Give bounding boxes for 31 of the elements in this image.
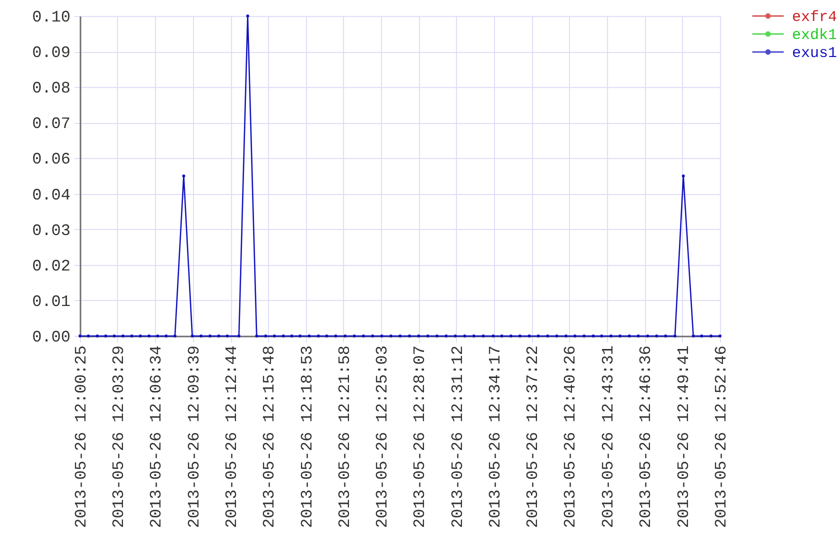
x-tick-label: 2013-05-26 12:25:03 [374, 346, 392, 528]
x-tick-label: 2013-05-26 12:12:44 [223, 346, 242, 528]
x-tick-label: 2013-05-26 12:09:39 [185, 346, 204, 528]
y-tick-label: 0.09 [32, 44, 70, 62]
x-tick-label: 2013-05-26 12:28:07 [411, 346, 430, 528]
x-tick-label: 2013-05-26 12:43:31 [599, 346, 618, 528]
x-tick-label: 2013-05-26 12:15:48 [260, 346, 279, 528]
y-tick-label: 0.00 [32, 328, 70, 346]
legend-label: exfr4 [792, 9, 838, 26]
x-tick-label: 2013-05-26 12:31:12 [448, 346, 467, 528]
y-tick-label: 0.01 [32, 292, 70, 311]
x-tick-label: 2013-05-26 12:52:46 [712, 346, 730, 528]
x-tick-label: 2013-05-26 12:46:36 [637, 346, 656, 528]
y-tick-label: 0.06 [32, 150, 70, 169]
x-tick-label: 2013-05-26 12:03:29 [110, 346, 128, 528]
y-tick-label: 0.08 [32, 80, 70, 98]
y-tick-label: 0.02 [32, 257, 70, 276]
legend-label: exus1 [792, 45, 838, 62]
y-tick-label: 0.07 [32, 115, 70, 134]
x-tick-label: 2013-05-26 12:06:34 [148, 346, 166, 528]
x-tick-label: 2013-05-26 12:49:41 [674, 346, 693, 528]
x-tick-label: 2013-05-26 12:37:22 [524, 346, 542, 528]
x-tick-label: 2013-05-26 12:00:25 [72, 346, 90, 528]
y-tick-label: 0.04 [32, 186, 70, 204]
y-tick-label: 0.10 [32, 8, 70, 26]
x-tick-label: 2013-05-26 12:34:17 [486, 346, 505, 528]
y-tick-label: 0.03 [32, 222, 70, 240]
x-tick-label: 2013-05-26 12:40:26 [562, 346, 580, 528]
legend-label: exdk1 [792, 27, 838, 44]
x-tick-label: 2013-05-26 12:21:58 [336, 346, 354, 528]
x-tick-label: 2013-05-26 12:18:53 [298, 346, 316, 528]
